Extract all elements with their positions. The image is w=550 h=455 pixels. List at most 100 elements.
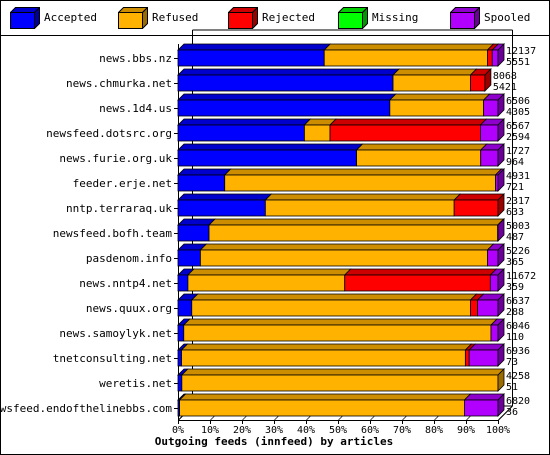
bar-segment-accepted bbox=[177, 218, 217, 242]
bar-secondary-label: 359 bbox=[506, 282, 524, 293]
bar-segment-refused bbox=[264, 193, 462, 217]
bar-total-label: 4258 bbox=[506, 371, 530, 382]
bar-total-label: 6936 bbox=[506, 346, 530, 357]
bar-secondary-label: 633 bbox=[506, 207, 524, 218]
bar-segment-refused bbox=[223, 168, 503, 192]
bar-side-face bbox=[497, 93, 505, 117]
x-axis-label: Outgoing feeds (innfeed) by articles bbox=[155, 435, 393, 448]
category-label: news.chmurka.net bbox=[66, 77, 172, 90]
bar-secondary-label: 73 bbox=[506, 357, 518, 368]
category-label: newsfeed.bofh.team bbox=[53, 227, 173, 240]
legend-swatch-accepted bbox=[10, 7, 40, 29]
bar-secondary-label: 721 bbox=[506, 182, 524, 193]
x-tick-label: 90% bbox=[457, 425, 475, 436]
x-tick-label: 30% bbox=[265, 425, 283, 436]
bar-segment-refused bbox=[355, 143, 488, 167]
bars bbox=[177, 43, 505, 417]
bar-segment-refused bbox=[180, 368, 505, 392]
bar-side-face bbox=[484, 68, 492, 92]
category-label: news.1d4.us bbox=[99, 102, 172, 115]
category-label: pasdenom.info bbox=[86, 252, 172, 265]
bar-total-label: 5003 bbox=[506, 221, 530, 232]
x-tick-label: 70% bbox=[393, 425, 411, 436]
bar-total-label: 6567 bbox=[506, 121, 530, 132]
x-tick-label: 100% bbox=[486, 425, 510, 436]
bar-total-label: 12137 bbox=[506, 46, 536, 57]
x-tick-label: 50% bbox=[329, 425, 347, 436]
bar-side-face bbox=[497, 293, 505, 317]
legend-label: Spooled bbox=[484, 11, 531, 24]
category-label: newsfeed.endofthelinebbs.com bbox=[0, 402, 172, 415]
bar-segment-rejected bbox=[343, 268, 498, 292]
bar-secondary-label: 5421 bbox=[493, 82, 517, 93]
category-label: news.samoylyk.net bbox=[59, 327, 172, 340]
legend-swatch-spooled bbox=[450, 7, 480, 29]
bar-side-face bbox=[497, 43, 505, 67]
legend-swatch-missing bbox=[338, 7, 368, 29]
x-tick-label: 60% bbox=[361, 425, 379, 436]
bar-secondary-label: 487 bbox=[506, 232, 524, 243]
bar-segment-refused bbox=[303, 118, 337, 142]
bar-side-face bbox=[497, 168, 505, 192]
legend-swatch-refused bbox=[118, 7, 148, 29]
category-label: nntp.terraraq.uk bbox=[66, 202, 172, 215]
bar-segment-accepted bbox=[177, 43, 332, 67]
bar-secondary-label: 2594 bbox=[506, 132, 530, 143]
bar-secondary-label: 51 bbox=[506, 382, 518, 393]
x-tick-label: 0% bbox=[172, 425, 184, 436]
bar-segment-refused bbox=[178, 393, 472, 417]
bar-segment-spooled bbox=[463, 393, 505, 417]
bar-side-face bbox=[497, 143, 505, 167]
bar-segment-refused bbox=[199, 243, 495, 267]
bar-segment-accepted bbox=[177, 168, 232, 192]
legend-label: Missing bbox=[372, 11, 419, 24]
bar-side-face bbox=[497, 368, 505, 392]
bar-segment-accepted bbox=[177, 143, 364, 167]
bar-total-label: 1727 bbox=[506, 146, 530, 157]
bar-side-face bbox=[497, 118, 505, 142]
bar-side-face bbox=[497, 243, 505, 267]
bar-segment-refused bbox=[186, 268, 352, 292]
category-label: news.furie.org.uk bbox=[59, 152, 172, 165]
bar-segment-accepted bbox=[177, 118, 312, 142]
bar-segment-accepted bbox=[177, 93, 397, 117]
bar-segment-refused bbox=[392, 68, 478, 92]
legend-label: Accepted bbox=[44, 11, 97, 24]
bar-total-label: 6820 bbox=[506, 396, 530, 407]
bar-side-face bbox=[497, 318, 505, 342]
x-tick-label: 40% bbox=[297, 425, 315, 436]
bar-side-face bbox=[497, 343, 505, 367]
bar-segment-refused bbox=[208, 218, 505, 242]
bar-segment-refused bbox=[190, 293, 478, 317]
bar-total-label: 8068 bbox=[493, 71, 517, 82]
bar-segment-rejected bbox=[469, 68, 492, 92]
category-label: newsfeed.dotsrc.org bbox=[46, 127, 172, 140]
bar-secondary-label: 288 bbox=[506, 307, 524, 318]
bar-total-label: 4931 bbox=[506, 171, 530, 182]
bar-segment-refused bbox=[182, 318, 498, 342]
category-label: news.bbs.nz bbox=[99, 52, 172, 65]
legend-label: Rejected bbox=[262, 11, 315, 24]
bar-segment-refused bbox=[180, 343, 473, 367]
x-tick-label: 80% bbox=[425, 425, 443, 436]
bar-segment-spooled bbox=[486, 243, 505, 267]
legend-swatch-rejected bbox=[228, 7, 258, 29]
bar-total-label: 2317 bbox=[506, 196, 530, 207]
bar-segment-refused bbox=[388, 93, 491, 117]
bar-segment-rejected bbox=[329, 118, 488, 142]
bar-segment-spooled bbox=[468, 343, 505, 367]
bar-segment-accepted bbox=[177, 68, 401, 92]
bar-total-label: 6046 bbox=[506, 321, 530, 332]
bar-total-label: 6506 bbox=[506, 96, 530, 107]
bar-side-face bbox=[497, 218, 505, 242]
bar-segment-refused bbox=[323, 43, 495, 67]
bar-total-label: 11672 bbox=[506, 271, 536, 282]
x-tick-label: 20% bbox=[233, 425, 251, 436]
bar-side-face bbox=[497, 193, 505, 217]
category-label: tnetconsulting.net bbox=[53, 352, 172, 365]
bar-segment-accepted bbox=[177, 243, 208, 267]
bar-total-label: 5226 bbox=[506, 246, 530, 257]
bar-side-face bbox=[497, 393, 505, 417]
bar-secondary-label: 4305 bbox=[506, 107, 530, 118]
